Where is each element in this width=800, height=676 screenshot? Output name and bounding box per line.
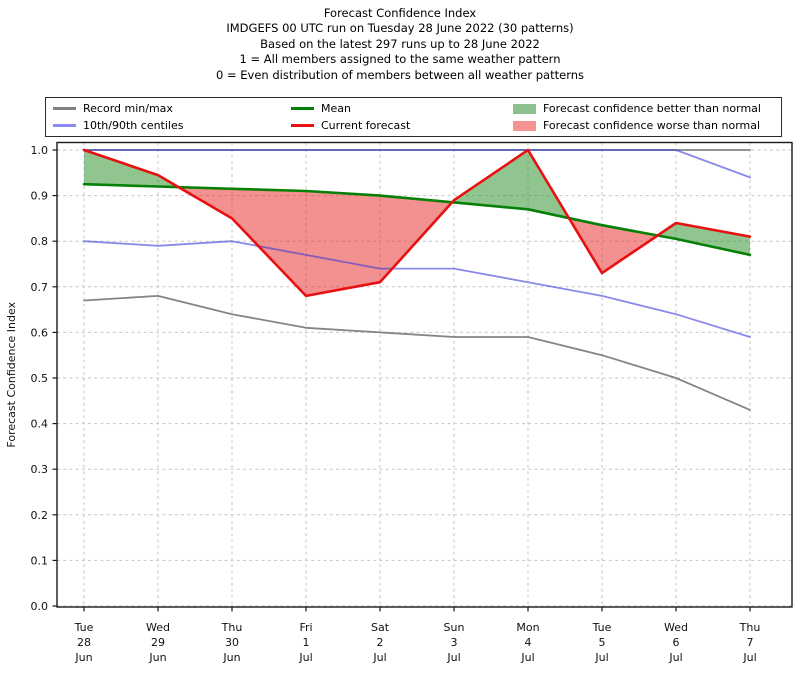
current-forecast-line-swatch xyxy=(291,124,314,127)
x-tick-label: Tue xyxy=(592,621,612,634)
x-tick-label: Jul xyxy=(298,651,312,664)
x-tick-label: Jul xyxy=(520,651,534,664)
chart-note-one: 1 = All members assigned to the same wea… xyxy=(239,52,561,67)
y-tick-label: 0.8 xyxy=(31,235,49,248)
x-tick-label: Sat xyxy=(371,621,390,634)
legend-column-1: Record min/max 10th/90th centiles xyxy=(53,98,183,136)
worse-fill-swatch xyxy=(513,120,536,131)
x-tick-label: Jul xyxy=(668,651,682,664)
legend-item-current-forecast: Current forecast xyxy=(291,118,410,133)
chart-legend: Record min/max 10th/90th centiles Mean C… xyxy=(45,97,782,137)
x-tick-label: 2 xyxy=(377,636,384,649)
y-tick-label: 0.3 xyxy=(31,463,49,476)
chart-title: Forecast Confidence Index xyxy=(323,6,477,20)
legend-item-centiles: 10th/90th centiles xyxy=(53,118,183,133)
legend-label: 10th/90th centiles xyxy=(83,119,184,132)
y-tick-label: 1.0 xyxy=(31,144,49,157)
record-minmax-line-swatch xyxy=(53,107,76,110)
plot-frame xyxy=(56,141,793,608)
legend-label: Mean xyxy=(321,102,351,115)
x-tick-label: 30 xyxy=(225,636,239,649)
centiles-line-swatch xyxy=(53,124,76,127)
x-tick-label: Sun xyxy=(444,621,465,634)
x-tick-label: 7 xyxy=(747,636,754,649)
x-tick-label: Fri xyxy=(299,621,312,634)
y-tick-label: 0.6 xyxy=(31,326,49,339)
series-record_min-line xyxy=(83,294,751,411)
better-fill-swatch xyxy=(513,103,536,114)
y-tick-label: 0.0 xyxy=(31,600,49,613)
legend-item-record-minmax: Record min/max xyxy=(53,101,183,116)
x-tick-label: Wed xyxy=(664,621,688,634)
legend-label: Record min/max xyxy=(83,102,173,115)
x-tick-label: Jun xyxy=(148,651,166,664)
series-mean-line xyxy=(82,182,752,257)
x-tick-label: 1 xyxy=(303,636,310,649)
x-tick-label: Tue xyxy=(74,621,94,634)
mean-line-swatch xyxy=(291,107,314,110)
x-tick-label: Jul xyxy=(742,651,756,664)
y-tick-label: 0.2 xyxy=(31,509,49,522)
y-tick-label: 0.1 xyxy=(31,554,49,567)
legend-column-2: Mean Current forecast xyxy=(291,98,410,136)
better-than-normal-fill xyxy=(657,223,750,255)
legend-column-3: Forecast confidence better than normal F… xyxy=(513,98,761,136)
x-tick-label: Jul xyxy=(372,651,386,664)
y-tick-label: 0.7 xyxy=(31,281,49,294)
x-tick-label: 4 xyxy=(525,636,532,649)
x-tick-label: Jun xyxy=(74,651,92,664)
series-centile_90-line xyxy=(83,149,751,179)
y-tick-label: 0.4 xyxy=(31,418,49,431)
chart-title-block: Forecast Confidence Index IMDGEFS 00 UTC… xyxy=(0,6,800,83)
x-tick-label: 6 xyxy=(673,636,680,649)
legend-item-better-than-normal: Forecast confidence better than normal xyxy=(513,101,761,116)
x-tick-label: 3 xyxy=(451,636,458,649)
series-current-line xyxy=(82,148,752,298)
y-axis-label: Forecast Confidence Index xyxy=(5,301,18,447)
chart-subtitle-run: IMDGEFS 00 UTC run on Tuesday 28 June 20… xyxy=(226,21,574,36)
x-tick-label: 5 xyxy=(599,636,606,649)
series-centile_10-line xyxy=(83,240,751,338)
legend-item-mean: Mean xyxy=(291,101,410,116)
x-tick-label: Wed xyxy=(146,621,170,634)
x-tick-label: 29 xyxy=(151,636,165,649)
legend-label: Forecast confidence better than normal xyxy=(543,102,761,115)
x-tick-label: Thu xyxy=(221,621,243,634)
legend-item-worse-than-normal: Forecast confidence worse than normal xyxy=(513,118,761,133)
x-tick-label: Jul xyxy=(594,651,608,664)
chart-subtitle-runs-count: Based on the latest 297 runs up to 28 Ju… xyxy=(260,36,540,51)
y-tick-label: 0.5 xyxy=(31,372,49,385)
x-tick-label: Jun xyxy=(222,651,240,664)
x-tick-label: Mon xyxy=(516,621,539,634)
legend-label: Forecast confidence worse than normal xyxy=(543,119,761,132)
x-tick-label: Jul xyxy=(446,651,460,664)
x-tick-label: 28 xyxy=(77,636,91,649)
x-tick-label: Thu xyxy=(739,621,761,634)
chart-note-zero: 0 = Even distribution of members between… xyxy=(215,67,585,82)
better-than-normal-fill xyxy=(452,150,569,219)
y-tick-label: 0.9 xyxy=(31,190,49,203)
legend-label: Current forecast xyxy=(321,119,411,132)
